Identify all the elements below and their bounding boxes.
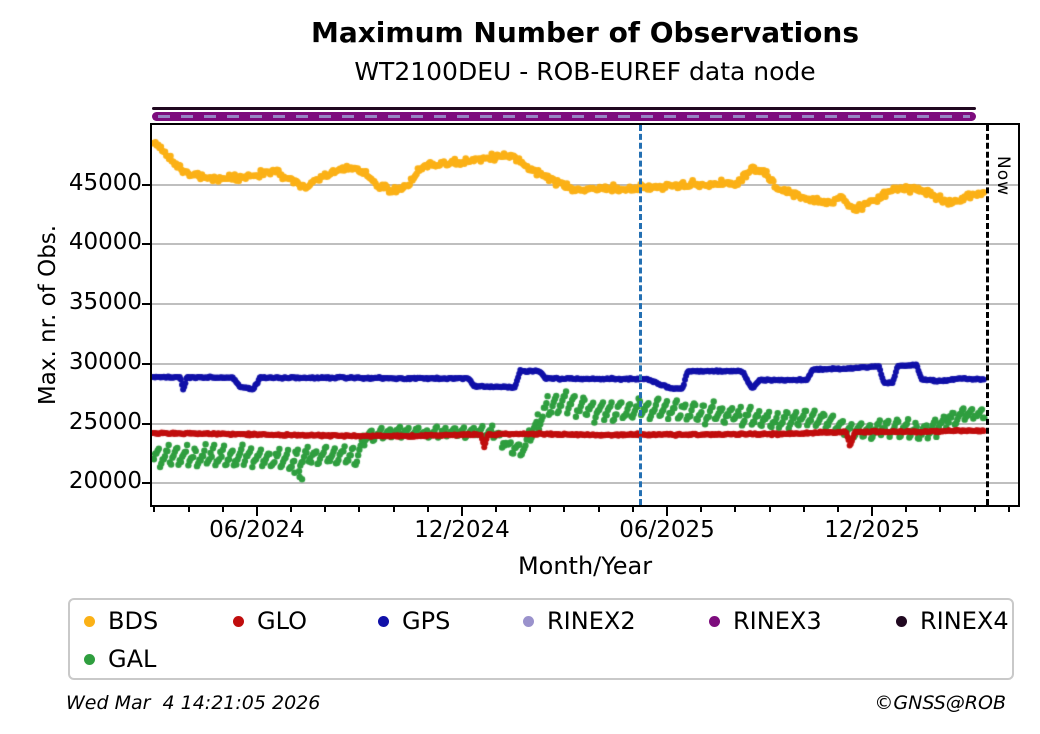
x-minor-tick-mark [905,507,908,512]
y-tick-mark [142,243,150,246]
y-tick-label: 25000 [68,408,142,435]
glo-marker-icon [233,615,244,627]
legend-item-glo: GLO [233,606,307,636]
x-minor-tick-mark [221,507,224,512]
copyright-text: ©GNSS@ROB [874,692,1006,714]
x-minor-tick-mark [973,507,976,512]
x-minor-tick-mark [324,507,327,512]
legend-label: GLO [257,607,308,635]
legend-label: RINEX3 [733,607,822,635]
legend-label: BDS [108,607,159,635]
legend-label: GPS [402,607,451,635]
x-tick-label: 06/2025 [619,517,715,543]
legend-item-rinex4: RINEX4 [896,606,1009,636]
rinex2-line [158,115,971,119]
x-axis-label: Month/Year [517,552,653,580]
bds-marker-icon [84,615,95,627]
y-tick-mark [142,422,150,425]
x-tick-label: 12/2025 [824,517,920,543]
legend-item-gps: GPS [378,606,450,636]
x-minor-tick-mark [529,507,532,512]
x-tick-label: 06/2024 [209,517,305,543]
x-tick-mark [871,507,874,516]
x-minor-tick-mark [187,507,190,512]
now-marker-dashed-line [985,125,989,505]
x-minor-tick-mark [358,507,361,512]
x-minor-tick-mark [392,507,395,512]
gal-marker-icon [84,653,95,665]
x-minor-tick-mark [1007,507,1010,512]
scatter-plot-canvas [152,125,1018,505]
x-minor-tick-mark [939,507,942,512]
rinex3-line [152,112,977,122]
x-minor-tick-mark [768,507,771,512]
x-minor-tick-mark [802,507,805,512]
y-tick-mark [142,183,150,186]
chart-subtitle: WT2100DEU - ROB-EUREF data node [354,57,816,86]
y-tick-mark [142,362,150,365]
x-minor-tick-mark [700,507,703,512]
y-tick-label: 40000 [68,229,142,256]
y-tick-label: 35000 [68,289,142,316]
y-tick-mark [142,482,150,485]
rinex3-marker-icon [709,615,720,627]
legend-item-gal: GAL [84,644,156,674]
legend-item-bds: BDS [84,606,158,636]
y-tick-label: 30000 [68,348,142,375]
x-minor-tick-mark [597,507,600,512]
x-minor-tick-mark [631,507,634,512]
y-tick-label: 45000 [68,169,142,196]
x-minor-tick-mark [836,507,839,512]
x-minor-tick-mark [290,507,293,512]
x-tick-mark [255,507,258,516]
chart-title: Maximum Number of Observations [310,16,860,49]
x-minor-tick-mark [426,507,429,512]
legend-label: RINEX2 [547,607,636,635]
rinex2-marker-icon [523,615,534,627]
x-tick-mark [666,507,669,516]
event-marker-dashed-line [638,125,642,505]
legend-item-rinex3: RINEX3 [709,606,822,636]
x-tick-mark [460,507,463,516]
now-label: Now [993,156,1013,197]
timestamp-text: Wed Mar 4 14:21:05 2026 [66,692,321,714]
legend-item-rinex2: RINEX2 [523,606,636,636]
legend-label: RINEX4 [920,607,1009,635]
x-minor-tick-mark [563,507,566,512]
x-minor-tick-mark [734,507,737,512]
y-tick-mark [142,303,150,306]
rinex4-marker-icon [896,615,907,627]
gps-marker-icon [378,615,389,627]
x-minor-tick-mark [495,507,498,512]
legend-box: BDS GLO GPS RINEX2 RINEX3 RINEX4 GAL [68,598,1014,680]
rinex4-line [152,106,977,110]
legend-label: GAL [108,645,157,673]
y-tick-label: 20000 [68,468,142,495]
x-minor-tick-mark [153,507,156,512]
x-tick-label: 12/2024 [414,517,510,543]
